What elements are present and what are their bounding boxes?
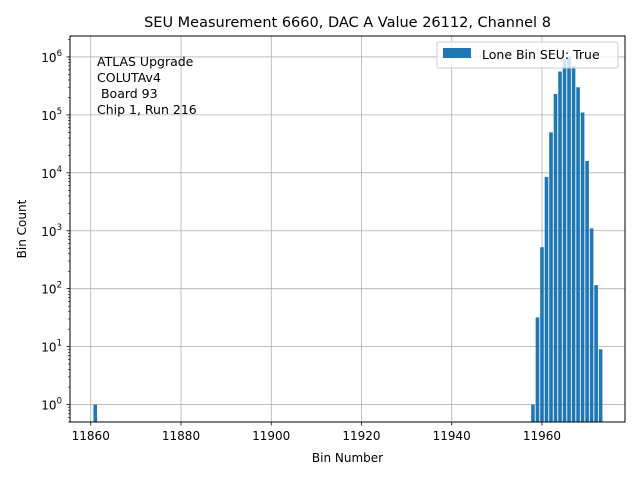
legend-swatch — [443, 48, 471, 58]
bar — [585, 160, 589, 422]
bar — [571, 65, 576, 422]
x-tick-label: 11940 — [433, 429, 471, 443]
annotation-line: COLUTAv4 — [97, 70, 161, 85]
chart-title: SEU Measurement 6660, DAC A Value 26112,… — [144, 15, 551, 31]
bar — [576, 87, 580, 422]
bar — [589, 228, 594, 422]
bar — [549, 132, 553, 423]
bar — [535, 317, 540, 422]
bar — [567, 56, 571, 422]
bar — [544, 176, 549, 422]
y-tick-label: 101 — [41, 339, 62, 355]
x-tick-label: 11960 — [523, 429, 561, 443]
bar — [93, 404, 98, 422]
bar — [562, 59, 567, 423]
legend-label: Lone Bin SEU: True — [482, 47, 600, 62]
annotation-line: ATLAS Upgrade — [97, 54, 194, 69]
annotation-block: ATLAS Upgrade COLUTAv4 Board 93 Chip 1, … — [97, 54, 197, 117]
x-tick-label: 11860 — [72, 429, 110, 443]
plot-frame — [69, 35, 626, 423]
x-axis-label: Bin Number — [312, 451, 383, 465]
axes: 11860 11880 11900 11920 11940 11960 100 101 102 1… — [41, 39, 561, 443]
bar — [598, 349, 603, 422]
y-axis-label: Bin Count — [15, 199, 29, 258]
annotation-line: Chip 1, Run 216 — [97, 102, 197, 117]
bar — [540, 247, 544, 422]
y-tick-label: 103 — [41, 223, 62, 239]
legend: Lone Bin SEU: True — [436, 41, 619, 69]
y-tick-label: 105 — [41, 107, 62, 123]
bar — [580, 112, 585, 423]
y-tick-label: 104 — [41, 165, 62, 181]
bar — [553, 93, 558, 423]
x-tick-label: 11900 — [252, 429, 290, 443]
bar — [531, 404, 535, 422]
y-tick-label: 106 — [41, 49, 62, 65]
annotation-line: Board 93 — [97, 86, 158, 101]
bar — [558, 71, 562, 422]
y-tick-label: 100 — [41, 397, 62, 413]
legend-box — [436, 41, 619, 69]
x-tick-label: 11880 — [162, 429, 200, 443]
y-tick-label: 102 — [41, 281, 62, 297]
bar — [594, 285, 598, 422]
x-tick-label: 11920 — [342, 429, 380, 443]
bars — [93, 56, 603, 423]
